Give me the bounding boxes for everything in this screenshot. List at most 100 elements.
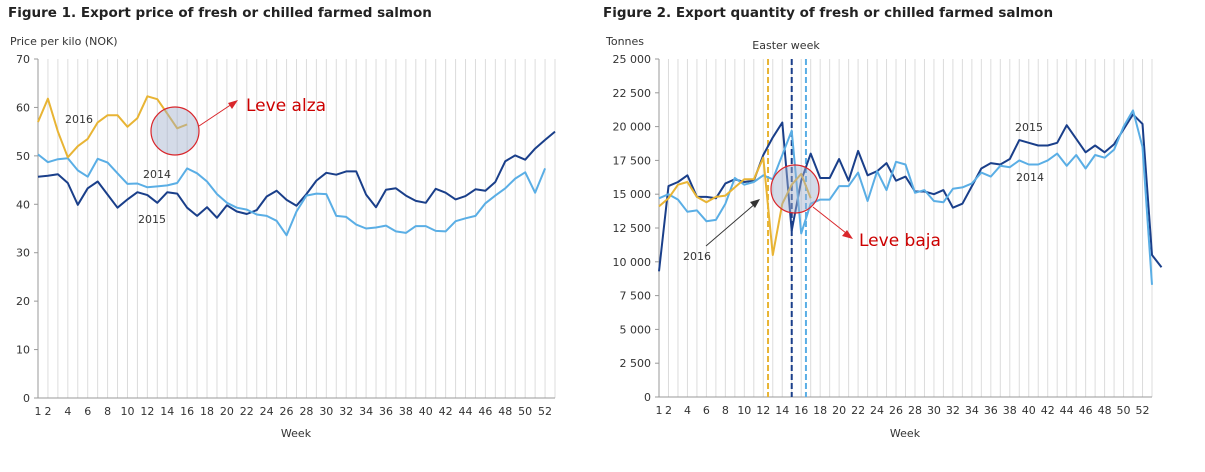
figure2-y-tick-label: 5 000 [620, 323, 652, 336]
figure2-y-tick-label: 17 500 [613, 154, 652, 167]
figure1-label-2014: 2014 [143, 168, 171, 181]
figure2-x-tick-label: 50 [1117, 404, 1131, 417]
figure2-y-tick-label: 2 500 [620, 357, 652, 370]
figure1-x-tick-label: 34 [359, 405, 373, 418]
figure2-x-tick-label: 38 [1003, 404, 1017, 417]
figure2-easter-lines [767, 59, 807, 397]
figure2-x-tick-label: 4 [684, 404, 691, 417]
figure2-label-2015: 2015 [1015, 121, 1043, 134]
figure1-label-2015: 2015 [138, 213, 166, 226]
figure2-x-tick-label: 52 [1136, 404, 1150, 417]
figure2-pointer-2016 [705, 202, 757, 247]
figure2-y-tick-label: 0 [644, 391, 651, 404]
figure1-x-tick-label: 16 [180, 405, 194, 418]
figure2-label-2014: 2014 [1016, 171, 1044, 184]
figure1-y-tick-label: 20 [16, 295, 30, 308]
figure2-x-tick-label: 36 [984, 404, 998, 417]
figure2-x-label: Week [890, 427, 921, 440]
figure2-x-tick-label: 1 [656, 404, 663, 417]
figure2-x-tick-label: 6 [703, 404, 710, 417]
figure1-x-tick-label: 28 [299, 405, 313, 418]
figure1-x-tick-label: 24 [260, 405, 274, 418]
figure1-highlight-circle [150, 106, 200, 156]
figure1-x-tick-label: 42 [439, 405, 453, 418]
figure1-line-2016 [37, 95, 188, 159]
figure1-x-tick-label: 38 [399, 405, 413, 418]
figure2-label-2016: 2016 [683, 250, 711, 263]
figure1-x-tick-label: 32 [339, 405, 353, 418]
figure2-x-tick-label: 30 [927, 404, 941, 417]
figure1-y-tick-label: 0 [23, 392, 30, 405]
figure2-line-2016 [658, 156, 812, 256]
figure1-y-tick-label: 30 [16, 247, 30, 260]
figure2-gridlines [658, 59, 1153, 397]
figure1-x-tick-label: 18 [200, 405, 214, 418]
figure1-axes [37, 59, 555, 399]
figure1-x-tick-label: 14 [160, 405, 174, 418]
figure2-annotation-arrowhead [842, 230, 853, 239]
figure1-y-unit: Price per kilo (NOK) [10, 35, 118, 48]
figure1-label-2016: 2016 [65, 113, 93, 126]
figure1-x-tick-label: 44 [459, 405, 473, 418]
figure1-x-tick-label: 22 [240, 405, 254, 418]
figure2-title: Figure 2. Export quantity of fresh or ch… [603, 5, 1053, 21]
figure1-annotation: Leve alza [246, 96, 326, 116]
figure2-y-tick-label: 20 000 [613, 121, 652, 134]
figure1-annotation-arrowhead [228, 100, 238, 109]
figure1-y-tick-label: 40 [16, 198, 30, 211]
figure2-x-tick-label: 44 [1060, 404, 1074, 417]
figure1-x-tick-label: 12 [140, 405, 154, 418]
figure2-x-tick-label: 16 [794, 404, 808, 417]
figure1-x-tick-label: 40 [419, 405, 433, 418]
figure2-annotation: Leve baja [859, 231, 941, 251]
figure2-y-unit: Tonnes [605, 35, 644, 48]
figure1-x-tick-label: 4 [64, 405, 71, 418]
figure2-x-tick-label: 2 [665, 404, 672, 417]
figure1-x-tick-label: 1 [35, 405, 42, 418]
figure2-x-tick-label: 10 [737, 404, 751, 417]
figure1-x-tick-label: 50 [518, 405, 532, 418]
figure2-x-tick-label: 8 [722, 404, 729, 417]
figure1-gridlines [37, 59, 556, 398]
figure2-x-tick-label: 20 [832, 404, 846, 417]
figure2-y-tick-label: 12 500 [613, 222, 652, 235]
figure2-annotation-arrow [812, 206, 847, 234]
figure1-x-tick-label: 2 [44, 405, 51, 418]
figure2-x-tick-label: 46 [1079, 404, 1093, 417]
figure2-y-tick-label: 15 000 [613, 188, 652, 201]
figure1-x-tick-label: 30 [319, 405, 333, 418]
figure1: Figure 1. Export price of fresh or chill… [8, 5, 556, 440]
figure2-x-tick-label: 12 [756, 404, 770, 417]
figure2-series-lines [658, 109, 1163, 285]
figure1-x-tick-label: 6 [84, 405, 91, 418]
figure2-pointer-2016-head [750, 199, 760, 208]
figure2-x-tick-label: 14 [775, 404, 789, 417]
figure2: Figure 2. Export quantity of fresh or ch… [603, 5, 1163, 440]
figure1-annotation-arrow [198, 103, 233, 127]
figure1-y-tick-label: 50 [16, 150, 30, 163]
figure2-x-tick-label: 42 [1041, 404, 1055, 417]
figure1-y-tick-label: 10 [16, 344, 30, 357]
figure2-x-tick-label: 32 [946, 404, 960, 417]
figure1-y-tick-label: 60 [16, 101, 30, 114]
figure2-x-tick-label: 34 [965, 404, 979, 417]
figure1-series-lines [37, 95, 556, 237]
figure1-title: Figure 1. Export price of fresh or chill… [8, 5, 432, 21]
figure2-x-tick-label: 40 [1022, 404, 1036, 417]
figure2-x-tick-label: 24 [870, 404, 884, 417]
figure2-y-tick-label: 10 000 [613, 256, 652, 269]
figure1-x-tick-label: 26 [280, 405, 294, 418]
figure2-x-tick-label: 22 [851, 404, 865, 417]
figure1-line-2015 [37, 130, 556, 219]
figure2-x-tick-label: 18 [813, 404, 827, 417]
figure2-x-tick-label: 28 [908, 404, 922, 417]
figure1-x-ticks: 1 2 4 6 8 10 12 14 16 18 20 22 24 26 28 30 32 34 36 38 40 42 4… [35, 405, 553, 418]
figure2-y-tick-label: 7 500 [620, 290, 652, 303]
figure1-x-tick-label: 46 [478, 405, 492, 418]
figure1-x-tick-label: 36 [379, 405, 393, 418]
figure1-x-tick-label: 48 [498, 405, 512, 418]
figure2-x-tick-label: 48 [1098, 404, 1112, 417]
figure1-x-tick-label: 10 [120, 405, 134, 418]
figure1-x-tick-label: 20 [220, 405, 234, 418]
